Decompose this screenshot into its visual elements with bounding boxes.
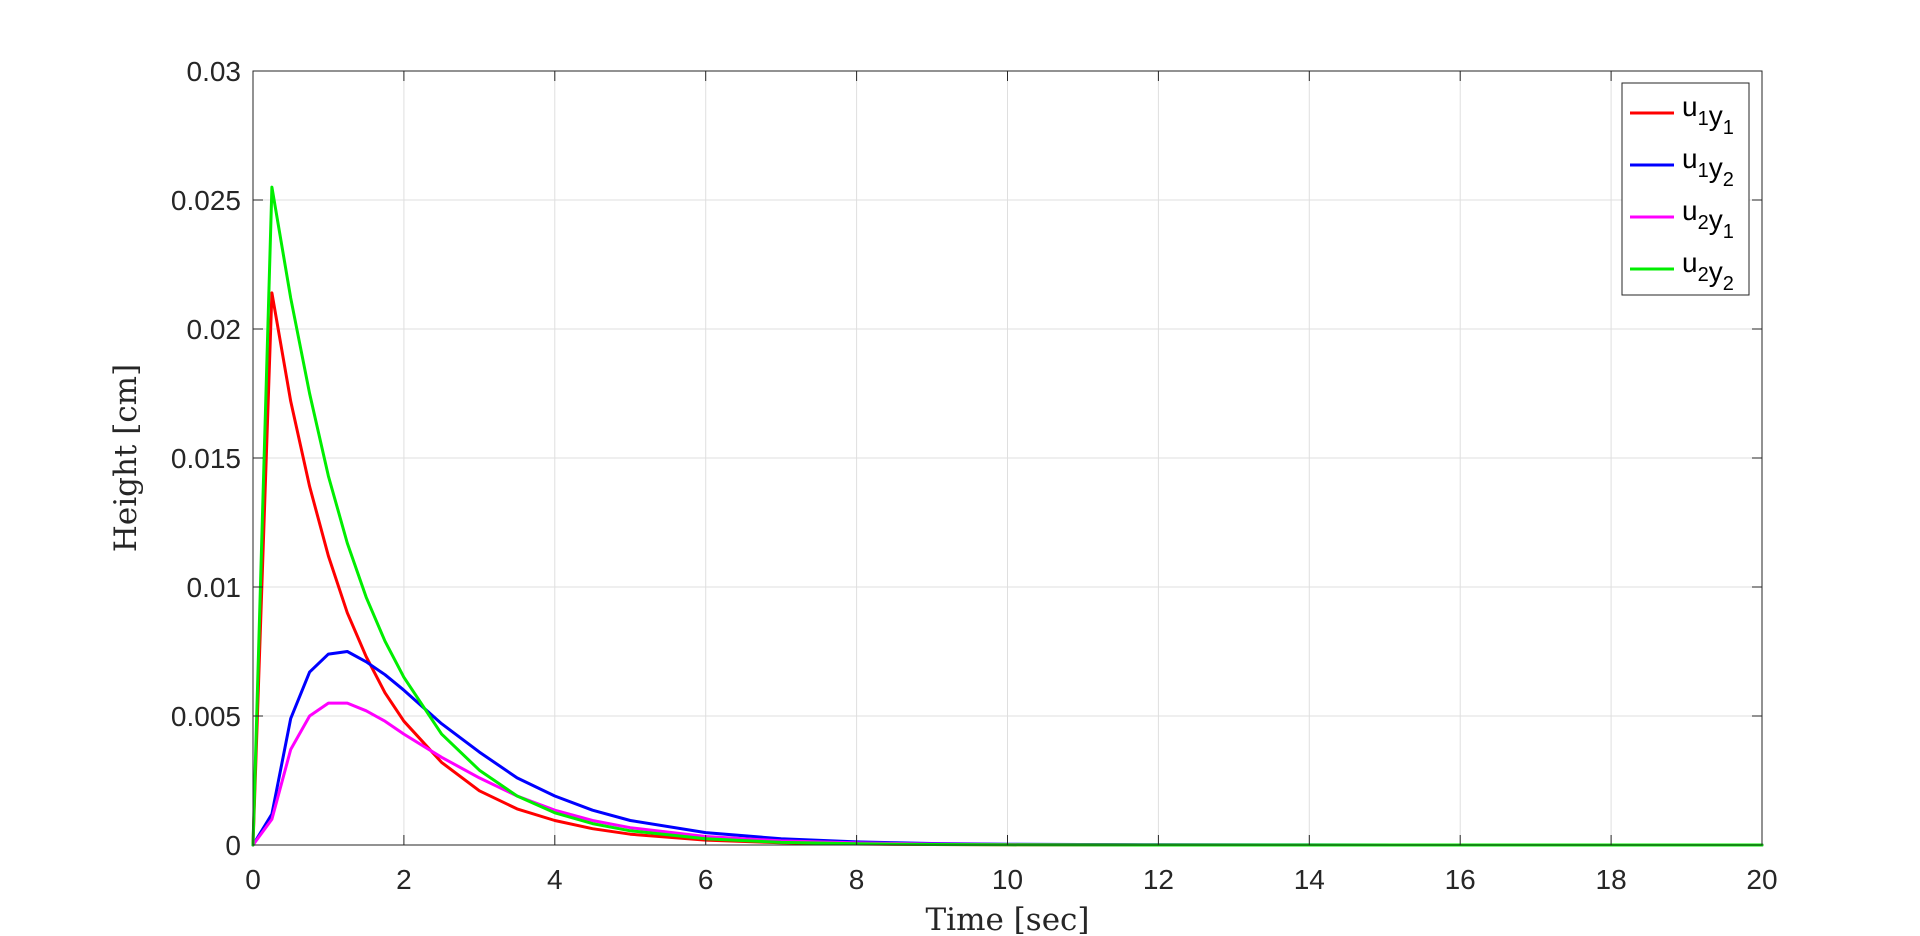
- y-tick-label: 0.02: [187, 314, 242, 345]
- legend-entry-u1y2: u1y2: [1630, 143, 1734, 191]
- y-tick-label: 0.005: [171, 701, 241, 732]
- x-tick-label: 16: [1445, 864, 1476, 895]
- x-axis-label: Time [sec]: [926, 902, 1090, 936]
- x-tick-label: 0: [245, 864, 261, 895]
- x-tick-label: 20: [1746, 864, 1777, 895]
- legend-entry-u2y1: u2y1: [1630, 195, 1734, 243]
- legend-entry-u1y1: u1y1: [1630, 91, 1734, 139]
- legend-label: u2y2: [1682, 247, 1734, 295]
- y-tick-label: 0.025: [171, 185, 241, 216]
- x-tick-label: 4: [547, 864, 563, 895]
- grid-lines: [253, 71, 1762, 845]
- x-tick-label: 14: [1294, 864, 1325, 895]
- y-tick-label: 0: [225, 830, 241, 861]
- x-tick-label: 10: [992, 864, 1023, 895]
- legend-label: u1y2: [1682, 143, 1734, 191]
- legend-entry-u2y2: u2y2: [1630, 247, 1734, 295]
- x-tick-label: 8: [849, 864, 865, 895]
- x-tick-label: 6: [698, 864, 714, 895]
- x-tick-label: 12: [1143, 864, 1174, 895]
- y-tick-label: 0.03: [187, 56, 242, 87]
- y-tick-label: 0.015: [171, 443, 241, 474]
- legend-label: u2y1: [1682, 195, 1734, 243]
- legend-box: [1621, 82, 1750, 296]
- legend-label: u1y1: [1682, 91, 1734, 139]
- axis-ticks: 0 2 4 6 8 10 12 14 16 18 20 0 0.005 0.01 0.015 0.02 0.02…: [171, 56, 1778, 895]
- x-tick-label: 2: [396, 864, 412, 895]
- x-tick-label: 18: [1596, 864, 1627, 895]
- y-tick-label: 0.01: [187, 572, 242, 603]
- y-axis-label: Height [cm]: [108, 364, 144, 552]
